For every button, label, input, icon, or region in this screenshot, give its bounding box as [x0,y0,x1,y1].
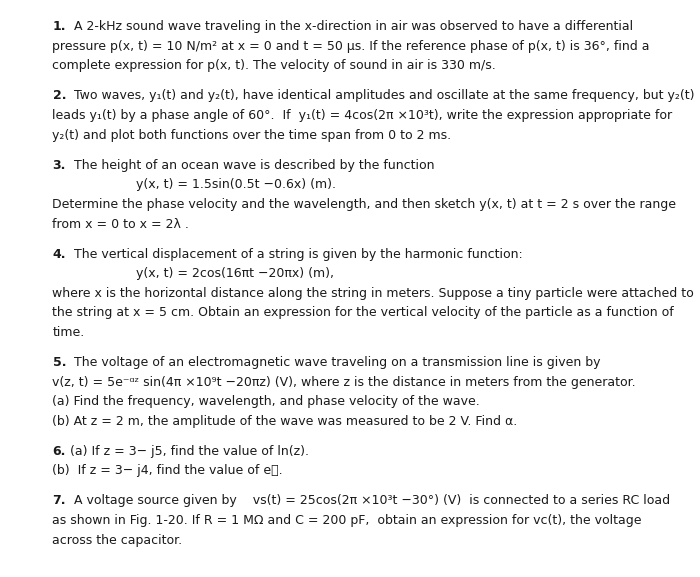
Text: (b) At z = 2 m, the amplitude of the wave was measured to be 2 V. Find α.: (b) At z = 2 m, the amplitude of the wav… [52,415,518,428]
Text: A voltage source given by    vs(t) = 25cos(2π ×10³t −30°) (V)  is connected to a: A voltage source given by vs(t) = 25cos(… [66,494,670,508]
Text: complete expression for p(x, t). The velocity of sound in air is 330 m/s.: complete expression for p(x, t). The vel… [52,59,496,73]
Text: The voltage of an electromagnetic wave traveling on a transmission line is given: The voltage of an electromagnetic wave t… [66,356,601,369]
Text: Two waves, y₁(t) and y₂(t), have identical amplitudes and oscillate at the same : Two waves, y₁(t) and y₂(t), have identic… [66,89,694,103]
Text: (b)  If z = 3− j4, find the value of eᵴ.: (b) If z = 3− j4, find the value of eᵴ. [52,464,283,478]
Text: time.: time. [52,326,85,339]
Text: 5.: 5. [52,356,66,369]
Text: 1.: 1. [52,20,66,33]
Text: 6.: 6. [52,445,66,458]
Text: y₂(t) and plot both functions over the time span from 0 to 2 ms.: y₂(t) and plot both functions over the t… [52,129,452,142]
Text: 3.: 3. [52,159,66,172]
Text: y(x, t) = 1.5sin(0.5t −0.6x) (m).: y(x, t) = 1.5sin(0.5t −0.6x) (m). [136,178,337,192]
Text: (a) Find the frequency, wavelength, and phase velocity of the wave.: (a) Find the frequency, wavelength, and … [52,395,480,409]
Text: leads y₁(t) by a phase angle of 60°.  If  y₁(t) = 4cos(2π ×10³t), write the expr: leads y₁(t) by a phase angle of 60°. If … [52,109,673,122]
Text: 2.: 2. [52,89,66,103]
Text: A 2-kHz sound wave traveling in the x-direction in air was observed to have a di: A 2-kHz sound wave traveling in the x-di… [66,20,633,33]
Text: 4.: 4. [52,248,66,261]
Text: y(x, t) = 2cos(16πt −20πx) (m),: y(x, t) = 2cos(16πt −20πx) (m), [136,267,335,280]
Text: pressure p(x, t) = 10 N/m² at x = 0 and t = 50 μs. If the reference phase of p(x: pressure p(x, t) = 10 N/m² at x = 0 and … [52,40,650,53]
Text: where x is the horizontal distance along the string in meters. Suppose a tiny pa: where x is the horizontal distance along… [52,287,694,300]
Text: the string at x = 5 cm. Obtain an expression for the vertical velocity of the pa: the string at x = 5 cm. Obtain an expres… [52,306,674,320]
Text: as shown in Fig. 1-20. If R = 1 MΩ and C = 200 pF,  obtain an expression for vᴄ(: as shown in Fig. 1-20. If R = 1 MΩ and C… [52,514,642,527]
Text: v(z, t) = 5e⁻ᵅᶻ sin(4π ×10⁹t −20πz) (V), where z is the distance in meters from : v(z, t) = 5e⁻ᵅᶻ sin(4π ×10⁹t −20πz) (V),… [52,376,636,389]
Text: The height of an ocean wave is described by the function: The height of an ocean wave is described… [66,159,435,172]
Text: across the capacitor.: across the capacitor. [52,534,183,547]
Text: (a) If z = 3− j5, find the value of ln(z).: (a) If z = 3− j5, find the value of ln(z… [66,445,309,458]
Text: The vertical displacement of a string is given by the harmonic function:: The vertical displacement of a string is… [66,248,523,261]
Text: Determine the phase velocity and the wavelength, and then sketch y(x, t) at t = : Determine the phase velocity and the wav… [52,198,676,211]
Text: from x = 0 to x = 2λ .: from x = 0 to x = 2λ . [52,218,190,231]
Text: 7.: 7. [52,494,66,508]
